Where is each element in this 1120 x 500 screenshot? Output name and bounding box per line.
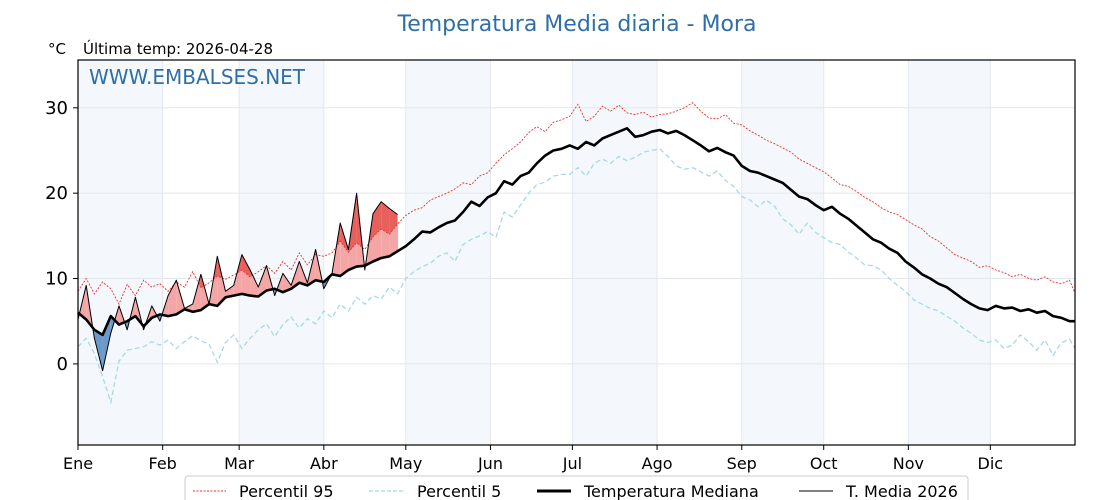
month-band-jul bbox=[572, 60, 658, 445]
y-axis-unit: °C bbox=[48, 40, 66, 58]
month-band-sep bbox=[741, 60, 824, 445]
x-tick-label: Abr bbox=[310, 454, 338, 473]
x-tick-label: Jun bbox=[477, 454, 503, 473]
series-t-media-2026 bbox=[77, 192, 398, 372]
y-tick-label: 20 bbox=[45, 183, 68, 204]
series-percentil-95 bbox=[77, 102, 1076, 306]
x-tick-label: Mar bbox=[224, 454, 255, 473]
fill-above-median bbox=[250, 270, 259, 297]
last-temp-label: Última temp: 2026-04-28 bbox=[83, 39, 273, 58]
fill-above-median bbox=[168, 280, 177, 317]
legend-median-label: Temperatura Mediana bbox=[583, 482, 759, 500]
series-temperatura-mediana bbox=[77, 127, 1075, 337]
x-tick-label: Dic bbox=[978, 454, 1004, 473]
fill-below-median bbox=[102, 316, 111, 371]
x-tick-label: Ene bbox=[63, 454, 93, 473]
month-band-nov bbox=[908, 60, 991, 445]
month-band-ene bbox=[78, 60, 163, 445]
legend-box bbox=[184, 475, 969, 500]
plot-frame bbox=[77, 59, 1076, 446]
legend-p95-label: Percentil 95 bbox=[239, 482, 334, 500]
x-tick-label: Jul bbox=[562, 454, 582, 473]
legend: Percentil 95 Percentil 5 Temperatura Med… bbox=[184, 475, 969, 500]
y-tick-label: 30 bbox=[45, 98, 68, 119]
x-tick-label: Nov bbox=[893, 454, 924, 473]
series-lines bbox=[77, 102, 1076, 405]
fill-above-p95 bbox=[389, 208, 398, 235]
fill-above-p95 bbox=[381, 201, 390, 235]
y-tick-label: 0 bbox=[57, 354, 68, 375]
x-tick-label: Ago bbox=[642, 454, 673, 473]
month-shading bbox=[78, 60, 991, 445]
fill-above-median bbox=[225, 285, 234, 298]
x-tick-label: Feb bbox=[149, 454, 177, 473]
month-band-may bbox=[405, 60, 491, 445]
fill-below-median bbox=[94, 329, 103, 371]
x-tick-label: May bbox=[389, 454, 422, 473]
month-band-mar bbox=[239, 60, 324, 445]
x-tick-label: Sep bbox=[727, 454, 757, 473]
legend-current-label: T. Media 2026 bbox=[845, 482, 958, 500]
fill-above-median bbox=[258, 265, 267, 297]
watermark: WWW.EMBALSES.NET bbox=[89, 65, 306, 89]
y-axis: 0 10 20 30 bbox=[45, 98, 78, 375]
fill-above-median bbox=[282, 273, 292, 293]
y-tick-label: 10 bbox=[45, 269, 68, 290]
x-axis: Ene Feb Mar Abr May Jun Jul Ago Sep Oct Nov Dic bbox=[63, 445, 1003, 473]
legend-p5-label: Percentil 5 bbox=[417, 482, 501, 500]
chart-title: Temperatura Media diaria - Mora bbox=[397, 12, 757, 37]
fill-above-p95 bbox=[373, 201, 382, 237]
grid bbox=[78, 60, 1075, 445]
x-tick-label: Oct bbox=[810, 454, 838, 473]
series-percentil-5 bbox=[77, 148, 1076, 405]
